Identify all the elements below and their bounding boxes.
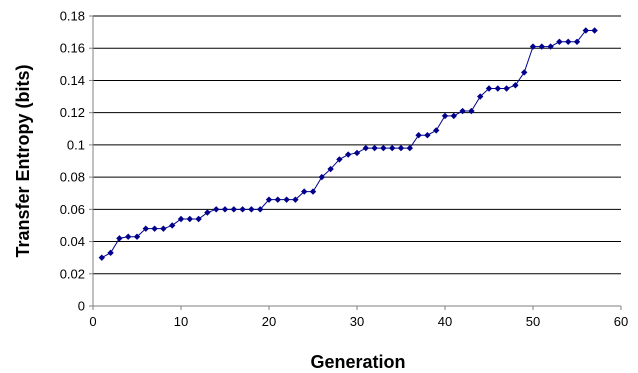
y-tick-label-3: 0.06 [60, 202, 85, 217]
gridlines [93, 15, 621, 275]
y-tick-label-2: 0.04 [60, 234, 85, 249]
data-point [362, 144, 369, 152]
data-point [477, 93, 484, 100]
data-point [547, 43, 554, 50]
y-tick-label-8: 0.16 [60, 41, 85, 56]
data-point [186, 215, 193, 223]
data-point [591, 27, 598, 34]
y-axis-title: Transfer Entropy (bits) [13, 64, 33, 257]
x-tick-label-4: 40 [438, 314, 452, 329]
axes [89, 15, 622, 310]
y-tick-label-7: 0.14 [60, 73, 85, 88]
data-point [283, 196, 290, 203]
data-point [336, 156, 343, 163]
data-point [406, 144, 413, 152]
data-point [538, 43, 545, 50]
data-point [292, 196, 299, 203]
x-tick-label-0: 0 [89, 314, 96, 329]
y-tick-label-1: 0.02 [60, 266, 85, 281]
data-point [512, 82, 519, 89]
data-point [573, 38, 581, 45]
x-tick-label-5: 50 [526, 314, 540, 329]
data-point [248, 206, 255, 213]
data-point [380, 144, 387, 152]
x-axis-title: Generation [310, 352, 405, 372]
series-line-0 [101, 30, 595, 259]
data-point [301, 188, 308, 195]
data-point [459, 107, 466, 115]
data-point [441, 112, 449, 120]
data-point [116, 235, 123, 242]
data-point [142, 225, 149, 232]
data-point [133, 233, 141, 240]
data-point [265, 196, 273, 203]
x-tick-label-2: 20 [262, 314, 276, 329]
data-point [160, 225, 167, 232]
data-point [565, 38, 572, 45]
data-point [556, 38, 563, 45]
data-point [582, 27, 589, 34]
data-point [204, 209, 211, 216]
data-point [345, 151, 352, 158]
data-point [485, 85, 493, 92]
data-point [125, 233, 132, 240]
data-point [257, 206, 264, 213]
data-point [353, 149, 361, 157]
data-point [309, 188, 317, 195]
data-point [151, 225, 158, 232]
data-series [98, 27, 598, 261]
x-tick-label-3: 30 [350, 314, 364, 329]
data-point [230, 206, 237, 213]
data-point [107, 249, 114, 257]
data-point [98, 254, 105, 261]
x-tick-labels: 0 10 20 30 40 50 60 [89, 314, 628, 329]
x-tick-label-6: 60 [614, 314, 628, 329]
data-point [468, 107, 475, 115]
y-tick-label-0: 0 [78, 299, 85, 314]
data-point [318, 173, 325, 181]
data-point [415, 132, 422, 139]
data-point [494, 85, 501, 92]
y-tick-label-5: 0.1 [67, 137, 85, 152]
data-point [529, 43, 537, 50]
data-point [433, 127, 440, 134]
data-point [450, 112, 457, 120]
data-point [424, 132, 431, 139]
data-point [389, 144, 396, 152]
data-point [239, 206, 246, 213]
data-point [221, 206, 229, 213]
data-point [195, 215, 202, 223]
data-point [177, 215, 185, 223]
data-point [521, 69, 528, 76]
data-point [371, 144, 378, 152]
data-point [274, 196, 281, 203]
data-point [169, 222, 176, 229]
data-point [327, 165, 334, 173]
data-point [213, 206, 220, 213]
y-tick-label-9: 0.18 [60, 9, 85, 24]
data-point [503, 85, 510, 92]
y-tick-labels: 0 0.02 0.04 0.06 0.08 0.1 0.12 0.14 0.16 0.18 [60, 9, 85, 314]
y-tick-label-6: 0.12 [60, 105, 85, 120]
data-point [397, 144, 405, 152]
y-tick-label-4: 0.08 [60, 170, 85, 185]
x-tick-label-1: 10 [174, 314, 188, 329]
